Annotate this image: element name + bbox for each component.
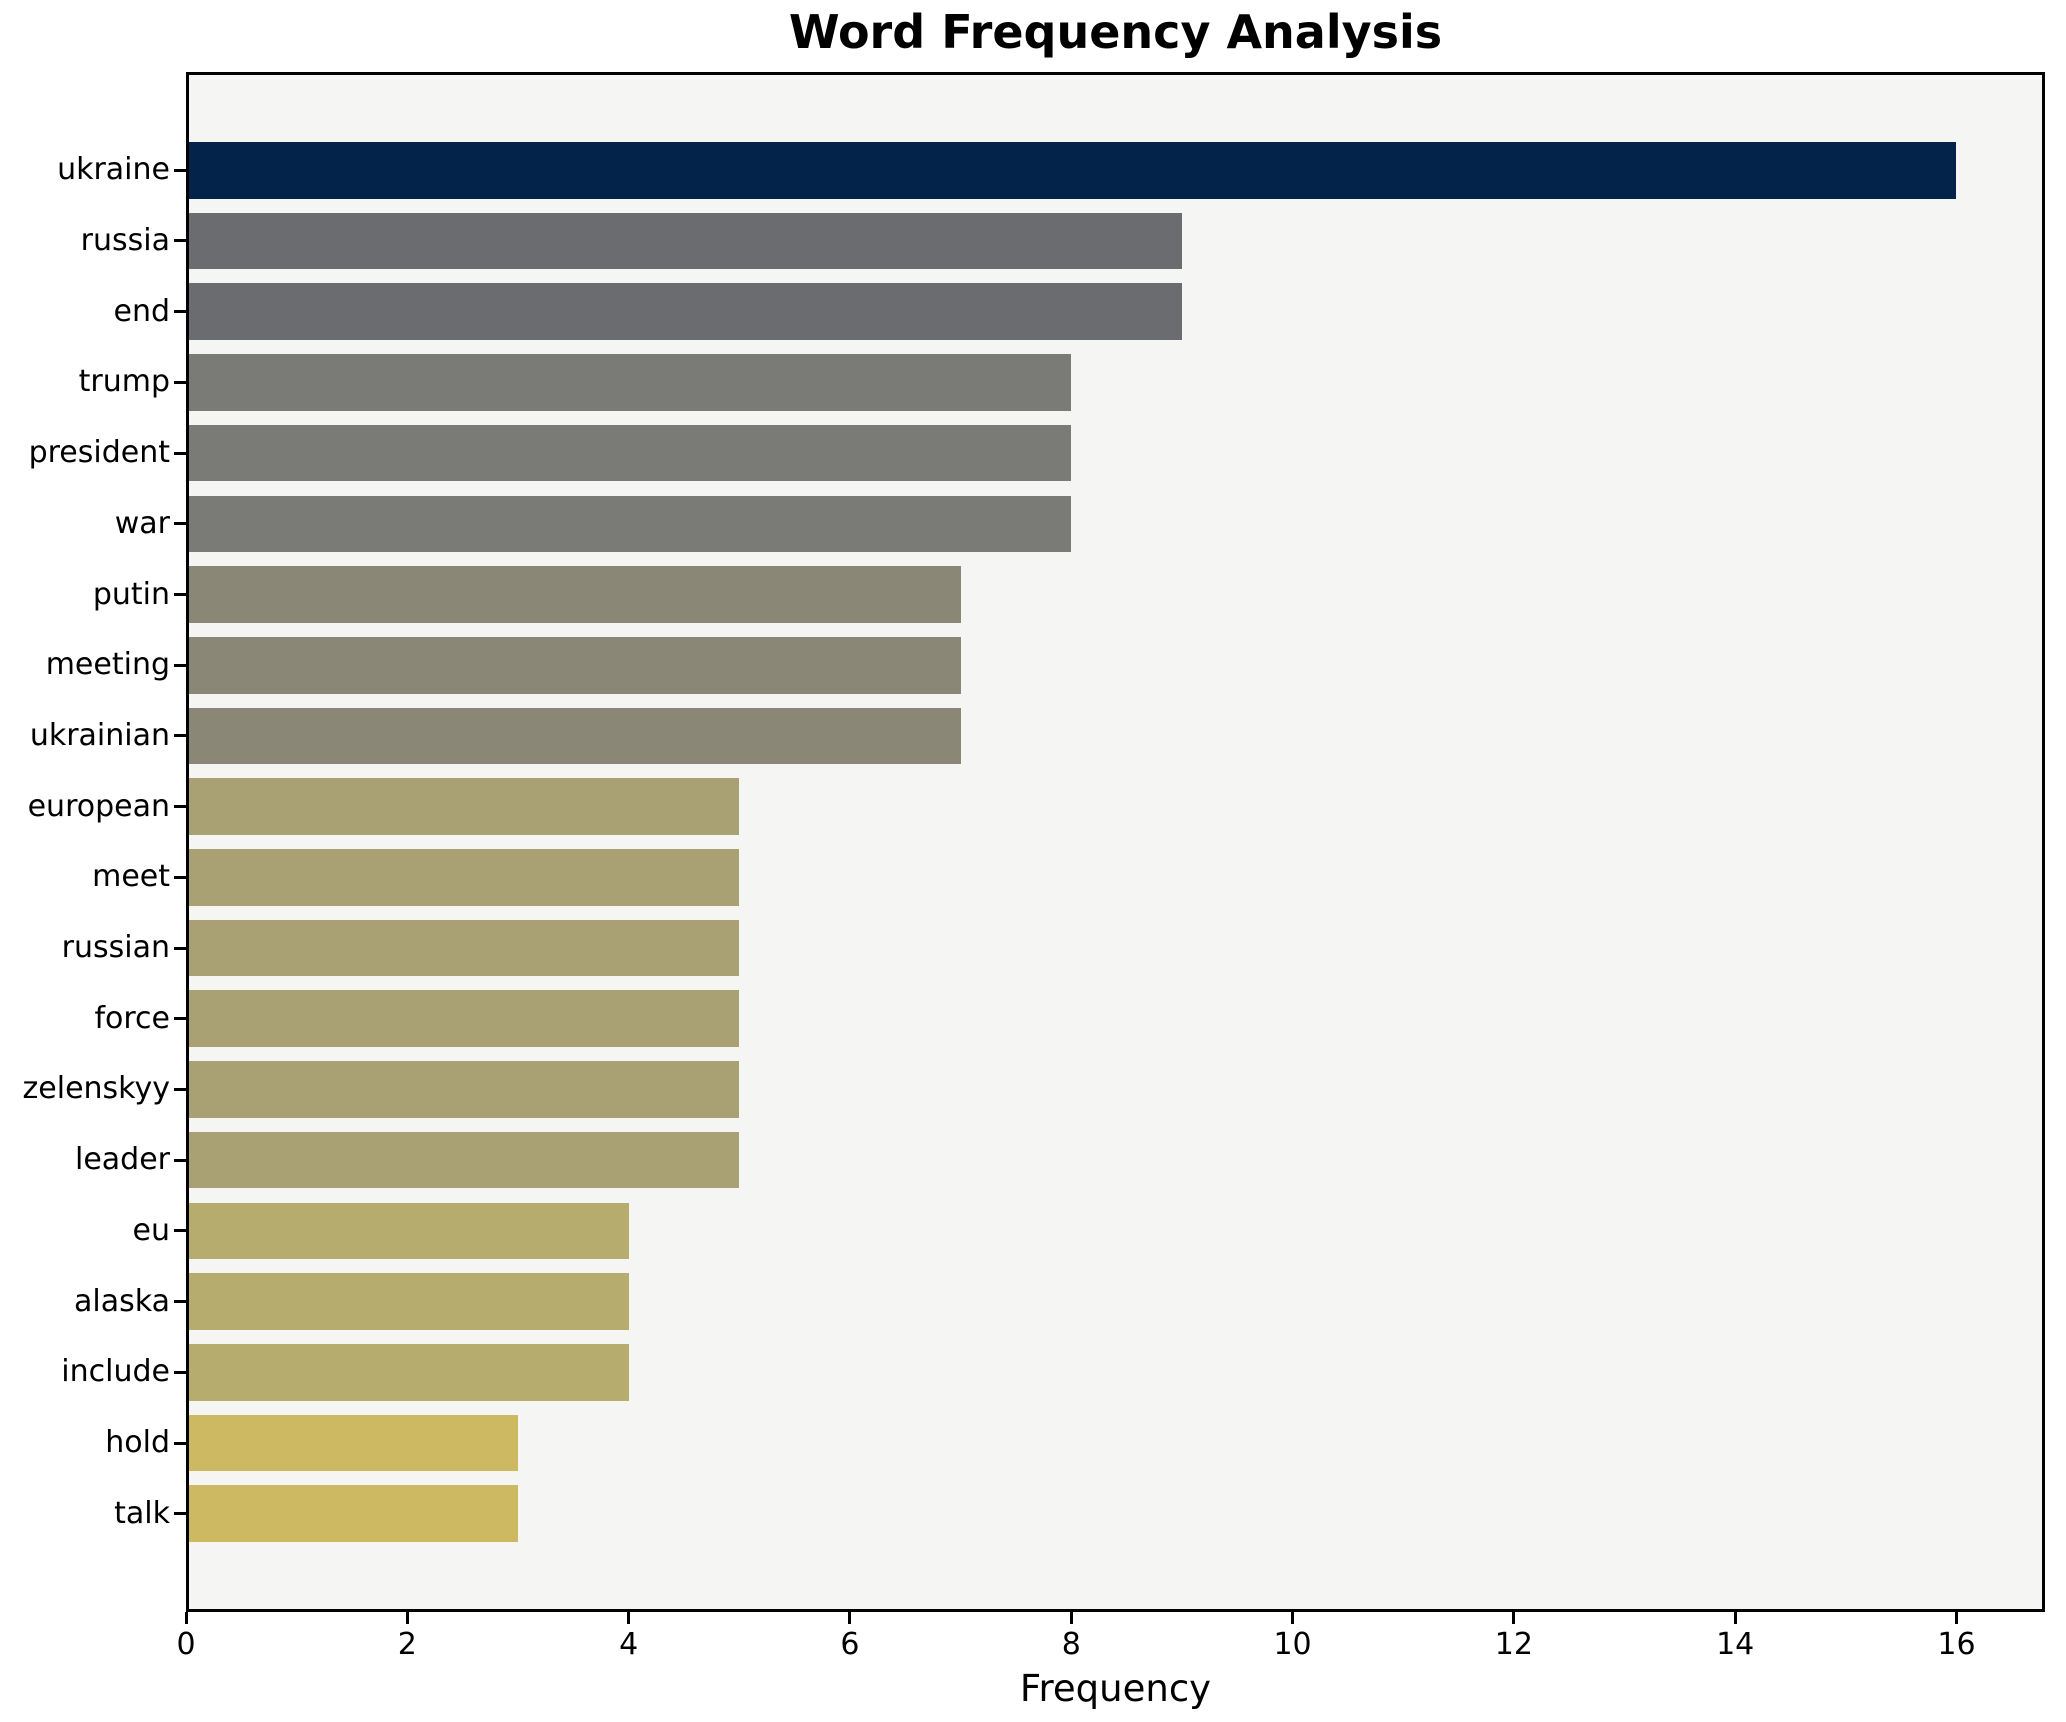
bar	[186, 849, 740, 906]
bar	[186, 778, 740, 835]
y-tick-label: war	[114, 505, 170, 541]
x-tick-label: 2	[397, 1627, 417, 1662]
bar	[186, 566, 961, 623]
x-tick-mark	[1291, 1612, 1295, 1624]
bar	[186, 212, 1182, 270]
bar	[186, 1344, 629, 1401]
y-tick-mark	[174, 734, 186, 738]
y-tick-label: president	[28, 435, 170, 471]
y-tick-mark	[174, 593, 186, 597]
chart-title: Word Frequency Analysis	[788, 5, 1443, 59]
y-tick-mark	[174, 380, 186, 384]
bar	[186, 990, 740, 1048]
bar	[186, 354, 1072, 411]
y-tick-label: russian	[61, 930, 170, 966]
y-tick-label: putin	[92, 576, 170, 612]
bar	[186, 424, 1072, 482]
axis-spine-left	[186, 72, 189, 1612]
bar	[186, 1414, 518, 1472]
y-tick-mark	[174, 946, 186, 950]
y-tick-mark	[174, 168, 186, 172]
x-tick-label: 16	[1937, 1627, 1976, 1662]
x-tick-label: 0	[176, 1627, 196, 1662]
bar	[186, 1273, 629, 1330]
y-tick-mark	[174, 1158, 186, 1162]
bar	[186, 283, 1182, 340]
axis-spine-right	[2042, 72, 2045, 1612]
x-axis-label: Frequency	[1019, 1667, 1212, 1710]
y-tick-label: end	[113, 293, 170, 329]
x-tick-mark	[184, 1612, 188, 1624]
y-tick-mark	[174, 663, 186, 667]
y-tick-mark	[174, 239, 186, 243]
y-tick-label: trump	[78, 364, 170, 400]
y-tick-mark	[174, 1370, 186, 1374]
y-tick-label: meeting	[45, 647, 170, 683]
y-tick-mark	[174, 1300, 186, 1304]
x-tick-label: 6	[840, 1627, 860, 1662]
x-tick-mark	[405, 1612, 409, 1624]
x-tick-mark	[1954, 1612, 1958, 1624]
y-tick-label: include	[61, 1354, 170, 1390]
x-tick-mark	[1069, 1612, 1073, 1624]
x-tick-mark	[848, 1612, 852, 1624]
bar	[186, 1485, 518, 1542]
y-tick-mark	[174, 522, 186, 526]
bar	[186, 495, 1072, 553]
x-tick-label: 4	[619, 1627, 639, 1662]
y-tick-label: eu	[132, 1212, 170, 1248]
y-tick-label: meet	[92, 859, 170, 895]
bar	[186, 1061, 740, 1118]
y-tick-mark	[174, 1087, 186, 1091]
bar	[186, 636, 961, 694]
y-tick-mark	[174, 805, 186, 809]
y-tick-mark	[174, 451, 186, 455]
y-tick-label: hold	[105, 1425, 170, 1460]
axis-spine-bottom	[186, 1609, 2045, 1612]
bar	[186, 1202, 629, 1260]
plot-area: ukraine russia end trump president war putin me…	[23, 72, 2045, 1662]
x-tick-label: 8	[1061, 1627, 1081, 1662]
x-tick-label: 10	[1273, 1627, 1312, 1662]
y-tick-mark	[174, 1512, 186, 1516]
y-tick-mark	[174, 1441, 186, 1445]
x-tick-mark	[1733, 1612, 1737, 1624]
y-tick-label: leader	[74, 1142, 170, 1178]
y-tick-mark	[174, 875, 186, 879]
bar	[186, 919, 740, 977]
y-tick-label: alaska	[74, 1283, 170, 1319]
bar	[186, 142, 1957, 199]
y-tick-label: european	[27, 788, 170, 824]
y-tick-label: ukrainian	[29, 717, 170, 753]
y-tick-mark	[174, 1017, 186, 1021]
y-tick-label: force	[94, 1000, 170, 1036]
y-tick-label: zelenskyy	[22, 1071, 170, 1107]
x-tick-label: 12	[1494, 1627, 1533, 1662]
bar	[186, 707, 961, 765]
y-tick-label: talk	[114, 1495, 170, 1531]
x-tick-label: 14	[1716, 1627, 1755, 1662]
y-tick-mark	[174, 310, 186, 314]
x-tick-mark	[627, 1612, 631, 1624]
bar	[186, 1131, 740, 1189]
x-tick-mark	[1512, 1612, 1516, 1624]
axis-spine-top	[186, 72, 2045, 75]
y-tick-label: ukraine	[57, 152, 170, 188]
y-tick-mark	[174, 1229, 186, 1233]
y-tick-label: russia	[80, 222, 170, 258]
